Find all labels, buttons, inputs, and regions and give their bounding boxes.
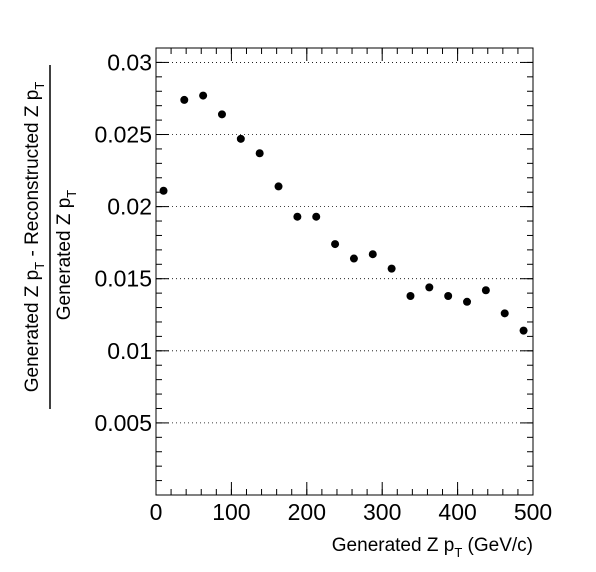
- y-tick-label: 0.02: [107, 194, 152, 220]
- data-point: [180, 95, 189, 104]
- data-point: [406, 292, 415, 301]
- data-point: [425, 283, 434, 292]
- plot-frame: [155, 47, 534, 496]
- y-tick-label: 0.025: [94, 122, 152, 148]
- x-tick-label: 100: [212, 499, 250, 525]
- y-tick-label: 0.005: [94, 410, 152, 436]
- grid-lines: [156, 62, 533, 424]
- data-points: [159, 91, 528, 335]
- axis-ticks: [155, 47, 534, 496]
- data-point: [199, 91, 208, 100]
- data-point: [331, 240, 340, 249]
- data-point: [159, 186, 168, 195]
- data-point: [312, 212, 321, 221]
- x-tick-label: 200: [288, 499, 326, 525]
- data-point: [500, 309, 509, 318]
- x-axis-label: Generated Z pT (GeV/c): [332, 535, 533, 560]
- data-point: [444, 292, 453, 301]
- data-point: [387, 264, 396, 273]
- y-axis-label-denominator: Generated Z pT: [54, 190, 79, 321]
- x-tick-label: 0: [150, 499, 163, 525]
- data-point: [349, 254, 358, 263]
- y-axis-label-numerator: Generated Z pT - Reconstructed Z pT: [22, 82, 47, 393]
- data-point: [236, 134, 245, 143]
- data-point: [519, 326, 528, 335]
- y-tick-labels: 0.005 0.01 0.015 0.02 0.025 0.03: [94, 49, 152, 435]
- data-point: [274, 182, 283, 191]
- data-point: [481, 286, 490, 295]
- data-point: [255, 149, 264, 158]
- x-tick-label: 300: [363, 499, 401, 525]
- y-axis-label: Generated Z pT - Reconstructed Z pT Gene…: [22, 65, 79, 409]
- x-tick-label: 400: [438, 499, 476, 525]
- data-point: [217, 110, 226, 119]
- y-tick-label: 0.03: [107, 49, 152, 75]
- x-tick-labels: 0 100 200 300 400 500: [150, 499, 553, 525]
- data-point: [368, 250, 377, 259]
- y-tick-label: 0.015: [94, 266, 152, 292]
- x-tick-label: 500: [514, 499, 552, 525]
- y-tick-label: 0.01: [107, 338, 152, 364]
- data-point: [463, 297, 472, 306]
- data-point: [293, 212, 302, 221]
